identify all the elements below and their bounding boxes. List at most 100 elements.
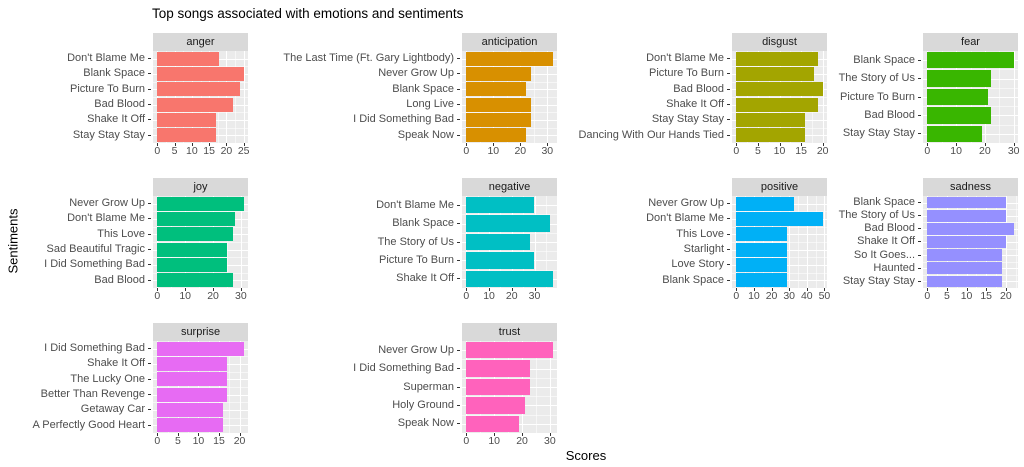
y-tick-mark — [918, 78, 921, 80]
facet-panel-column: positive 0 10 20 30 40 50 — [732, 178, 830, 304]
bar-disgust-1 — [736, 67, 815, 81]
y-axis-label: I Did Something Bad — [44, 258, 145, 271]
y-axis-label: The Story of Us — [838, 209, 915, 222]
x-tick-label: 15 — [203, 145, 215, 157]
bar-anticipation-1 — [466, 67, 532, 81]
bar-disgust-0 — [736, 51, 819, 66]
y-axis-label: This Love — [676, 227, 724, 240]
facet-sadness: Blank Space The Story of Us Bad Blood Shake… — [827, 178, 1024, 304]
bar-disgust-3 — [736, 97, 819, 112]
x-tick-label: 20 — [765, 290, 778, 302]
y-axis-label: Never Grow Up — [648, 197, 724, 210]
x-tick-label: 20 — [516, 435, 528, 447]
x-tick-mark — [174, 143, 176, 146]
facet-anticipation: The Last Time (Ft. Gary Lightbody) Never … — [248, 33, 557, 159]
facet-panel — [153, 341, 248, 433]
y-tick-mark — [148, 409, 151, 411]
gridline-horizontal-minor — [462, 251, 557, 253]
y-tick-mark — [727, 218, 730, 220]
bar-positive-3 — [736, 242, 788, 257]
facet-surprise: I Did Something Bad Shake It Off The Lucky… — [26, 323, 248, 449]
x-tick-mark — [1013, 143, 1015, 146]
facet-y-labels: Don't Blame Me Blank Space The Story of Us… — [248, 196, 462, 288]
facet-x-axis: 0 5 10 15 20 — [923, 288, 1018, 304]
facet-positive: Never Grow Up Don't Blame Me This Love Star… — [557, 178, 830, 304]
y-tick-mark — [918, 280, 921, 282]
facet-x-axis: 0 10 20 30 — [462, 288, 557, 304]
y-axis-label: Love Story — [671, 258, 724, 271]
bar-joy-0 — [157, 196, 244, 211]
y-tick-mark — [727, 279, 730, 281]
y-tick-mark — [148, 203, 151, 205]
bar-negative-1 — [466, 215, 551, 232]
x-tick-mark — [549, 433, 551, 436]
y-axis-label: Speak Now — [397, 128, 454, 141]
x-tick-label: 0 — [154, 435, 161, 447]
y-axis-label: Bad Blood — [94, 98, 145, 111]
bar-negative-4 — [466, 270, 553, 288]
x-tick-mark — [239, 433, 241, 436]
bar-anticipation-4 — [466, 113, 532, 127]
x-tick-mark — [240, 288, 242, 291]
bar-disgust-2 — [736, 82, 823, 97]
bar-surprise-3 — [157, 387, 228, 402]
bar-trust-1 — [466, 360, 531, 377]
y-tick-mark — [918, 228, 921, 230]
facet-strip-label: anger — [153, 33, 248, 51]
y-axis-label: Bad Blood — [94, 273, 145, 286]
y-axis-label: Haunted — [873, 261, 915, 274]
y-tick-mark — [148, 119, 151, 121]
bar-positive-2 — [736, 227, 788, 242]
facet-strip-label: anticipation — [462, 33, 557, 51]
y-tick-mark — [457, 58, 460, 60]
y-label-row: Shake It Off — [827, 235, 923, 248]
x-tick-mark — [520, 143, 522, 146]
gridline-horizontal-minor — [462, 269, 557, 271]
facet-panel-column: surprise 0 5 10 15 20 — [153, 323, 248, 449]
y-label-row: Blank Space — [557, 273, 732, 288]
facet-panel — [153, 196, 248, 288]
x-axis-title: Scores — [565, 448, 607, 463]
gridline-horizontal-minor — [732, 211, 827, 213]
y-axis-label: Holy Ground — [392, 398, 454, 411]
y-label-row: Long Live — [248, 97, 462, 112]
x-tick-mark — [789, 288, 791, 291]
bar-fear-2 — [927, 88, 988, 106]
y-axis-label: A Perfectly Good Heart — [32, 418, 146, 431]
x-tick-label: 50 — [818, 290, 831, 302]
y-label-row: This Love — [26, 227, 153, 242]
facet-y-labels: Blank Space The Story of Us Bad Blood Shake… — [827, 196, 923, 288]
y-axis-label: The Story of Us — [377, 235, 454, 248]
x-tick-mark — [157, 288, 159, 291]
facet-panel — [462, 341, 557, 433]
bar-anger-3 — [157, 97, 234, 112]
y-axis-label: Don't Blame Me — [646, 52, 724, 65]
y-label-row: Bad Blood — [26, 273, 153, 288]
bar-trust-0 — [466, 341, 553, 359]
y-tick-mark — [918, 133, 921, 135]
y-axis-label: Picture To Burn — [69, 82, 145, 95]
bar-joy-1 — [157, 212, 236, 226]
facet-panel — [732, 51, 827, 143]
y-axis-label: Bad Blood — [864, 222, 915, 235]
y-tick-mark — [148, 88, 151, 90]
y-axis-label: Blank Space — [392, 82, 454, 95]
gridline-horizontal-minor — [923, 87, 1018, 89]
facet-x-axis: 0 10 20 30 — [923, 143, 1020, 159]
x-tick-mark — [489, 288, 491, 291]
y-tick-mark — [918, 114, 921, 116]
y-label-row: I Did Something Bad — [26, 257, 153, 272]
y-axis-label: Blank Space — [662, 273, 724, 286]
x-tick-mark — [198, 433, 200, 436]
y-axis-label: Blank Space — [853, 196, 915, 209]
x-tick-mark — [534, 288, 536, 291]
facet-strip-label: trust — [462, 323, 557, 341]
facet-joy: Never Grow Up Don't Blame Me This Love Sad … — [26, 178, 248, 304]
x-tick-mark — [779, 143, 781, 146]
y-axis-label: Speak Now — [397, 417, 454, 430]
y-label-row: Blank Space — [248, 82, 462, 97]
y-label-row: Getaway Car — [26, 402, 153, 417]
x-tick-mark — [243, 143, 245, 146]
y-tick-mark — [148, 378, 151, 380]
x-tick-label: 40 — [800, 290, 813, 302]
